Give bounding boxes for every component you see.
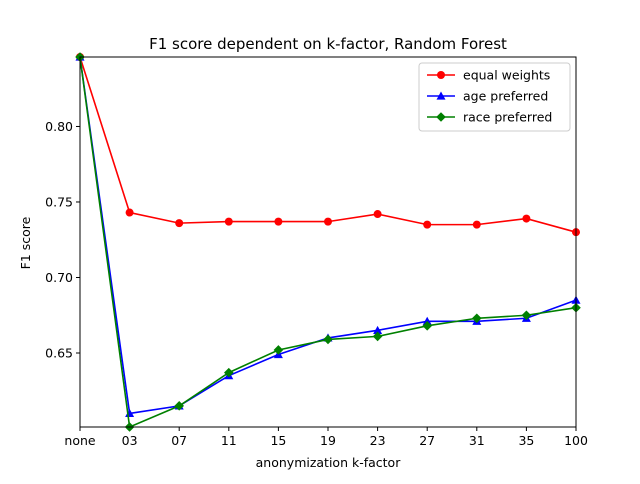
legend-marker-equal-weights <box>437 71 445 79</box>
legend-box <box>418 62 571 132</box>
legend: equal weights age preferred race preferred <box>418 62 571 132</box>
chart-title: F1 score dependent on k-factor, Random F… <box>149 35 507 53</box>
x-tick-label: 23 <box>370 433 386 448</box>
y-tick-label: 0.65 <box>45 346 73 361</box>
data-point-equal-weights <box>324 217 332 226</box>
x-axis-label: anonymization k-factor <box>256 455 402 470</box>
x-tick-label: 15 <box>270 433 286 448</box>
data-point-race-preferred <box>372 331 383 342</box>
x-tick-label: 11 <box>221 433 237 448</box>
data-point-equal-weights <box>522 214 531 223</box>
plot-frame <box>79 56 577 428</box>
legend-marker-race-preferred <box>436 112 446 122</box>
legend-label: equal weights <box>463 68 550 83</box>
ticks-layer: none 03 07 11 15 19 23 27 31 35 100 0.65 0.70 0.75 0.8… <box>45 119 588 448</box>
data-point-race-preferred <box>273 345 284 355</box>
legend-marker-age-preferred <box>436 91 446 100</box>
legend-label: race preferred <box>463 110 552 125</box>
data-point-race-preferred <box>472 313 482 324</box>
x-tick-label: 27 <box>419 433 435 448</box>
x-tick-label: 03 <box>122 433 138 448</box>
data-point-equal-weights <box>175 219 184 228</box>
y-tick-label: 0.80 <box>45 119 73 134</box>
data-point-equal-weights <box>472 220 481 229</box>
data-point-equal-weights <box>125 208 134 217</box>
series-layer <box>75 52 581 432</box>
data-point-equal-weights <box>274 217 283 226</box>
data-point-equal-weights <box>224 217 233 226</box>
x-tick-label: 31 <box>469 433 485 448</box>
x-tick-label: 07 <box>171 433 187 448</box>
data-point-race-preferred <box>224 367 234 378</box>
x-tick-label: 19 <box>320 433 336 448</box>
legend-label: age preferred <box>463 89 548 104</box>
data-point-race-preferred <box>422 321 432 331</box>
data-point-equal-weights <box>373 210 382 219</box>
data-point-age-preferred <box>422 316 432 325</box>
y-tick-label: 0.70 <box>45 270 73 285</box>
x-tick-label: 100 <box>564 433 588 448</box>
data-point-age-preferred <box>373 325 383 334</box>
data-point-race-preferred <box>521 310 532 321</box>
data-point-race-preferred <box>323 334 333 345</box>
y-axis-label: F1 score <box>18 216 33 269</box>
data-point-race-preferred <box>174 401 184 411</box>
x-tick-label: 35 <box>518 433 534 448</box>
data-point-equal-weights <box>423 220 432 229</box>
x-tick-label: none <box>64 433 95 448</box>
y-tick-label: 0.75 <box>45 194 73 209</box>
